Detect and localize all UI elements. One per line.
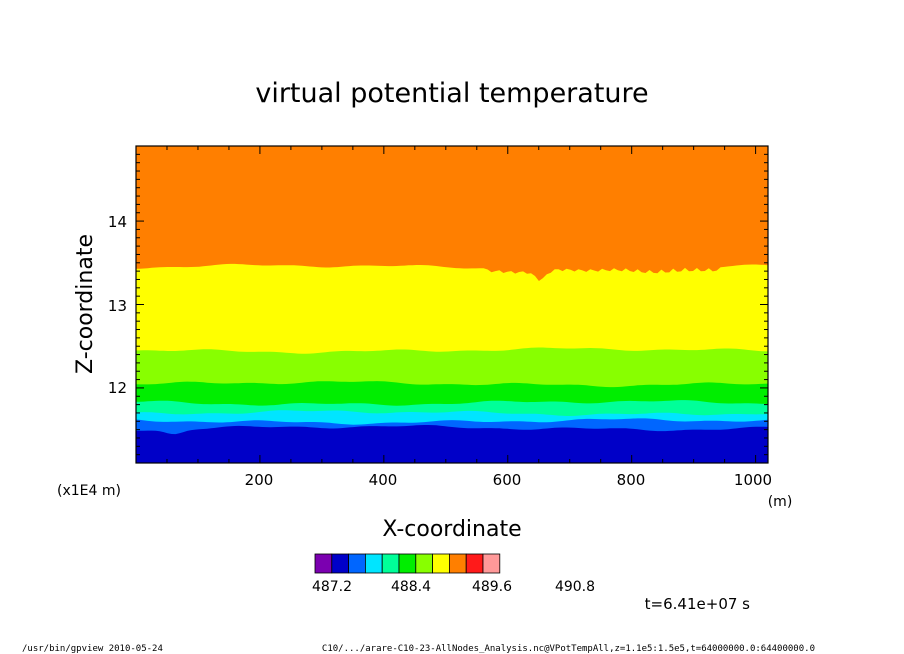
y-tick-label-14: 14 [108,213,127,231]
colorbar-cells [314,553,501,574]
contour-bands [136,146,768,463]
colorbar-label-488-4: 488.4 [391,579,431,595]
time-label: t=6.41e+07 s [645,595,751,613]
colorbar-cell-7 [432,553,450,574]
y-axis-label: Z-coordinate [73,234,98,374]
x-tick-label-800: 800 [617,471,646,489]
contour-plot-area [135,145,769,464]
colorbar-cell-9 [465,553,484,574]
footer-left: /usr/bin/gpview 2010-05-24 [22,644,163,654]
x-tick-label-600: 600 [493,471,522,489]
x-tick-label-1000: 1000 [734,471,772,489]
colorbar-cell-1 [331,553,349,574]
contour-band-7 [136,425,768,463]
x-axis-label: X-coordinate [382,517,521,542]
colorbar-label-487-2: 487.2 [312,579,352,595]
colorbar-cell-10 [482,553,501,574]
y-tick-label-12: 12 [108,379,127,397]
y-tick-labels: 12 13 14 [108,213,127,397]
x-units-label: (m) [768,494,793,510]
colorbar-cell-2 [348,553,366,574]
colorbar-cell-8 [448,553,467,574]
chart-title: virtual potential temperature [255,78,648,109]
x-tick-labels: 200 400 600 800 1000 [245,471,772,489]
footer-right: C10/.../arare-C10-23-AllNodes_Analysis.n… [322,644,815,654]
colorbar-cell-4 [381,553,400,574]
colorbar-label-489-6: 489.6 [472,579,512,595]
colorbar-label-490-8: 490.8 [555,579,595,595]
y-tick-label-13: 13 [108,297,127,315]
axis-ticks [136,146,768,463]
colorbar-cell-0 [314,553,333,574]
colorbar-cell-6 [415,553,433,574]
colorbar-cell-5 [398,553,417,574]
x-tick-label-200: 200 [245,471,274,489]
colorbar: 487.2 488.4 489.6 490.8 [312,553,595,595]
y-scale-note: (x1E4 m) [57,483,121,499]
colorbar-cell-3 [364,553,383,574]
x-tick-label-400: 400 [369,471,398,489]
